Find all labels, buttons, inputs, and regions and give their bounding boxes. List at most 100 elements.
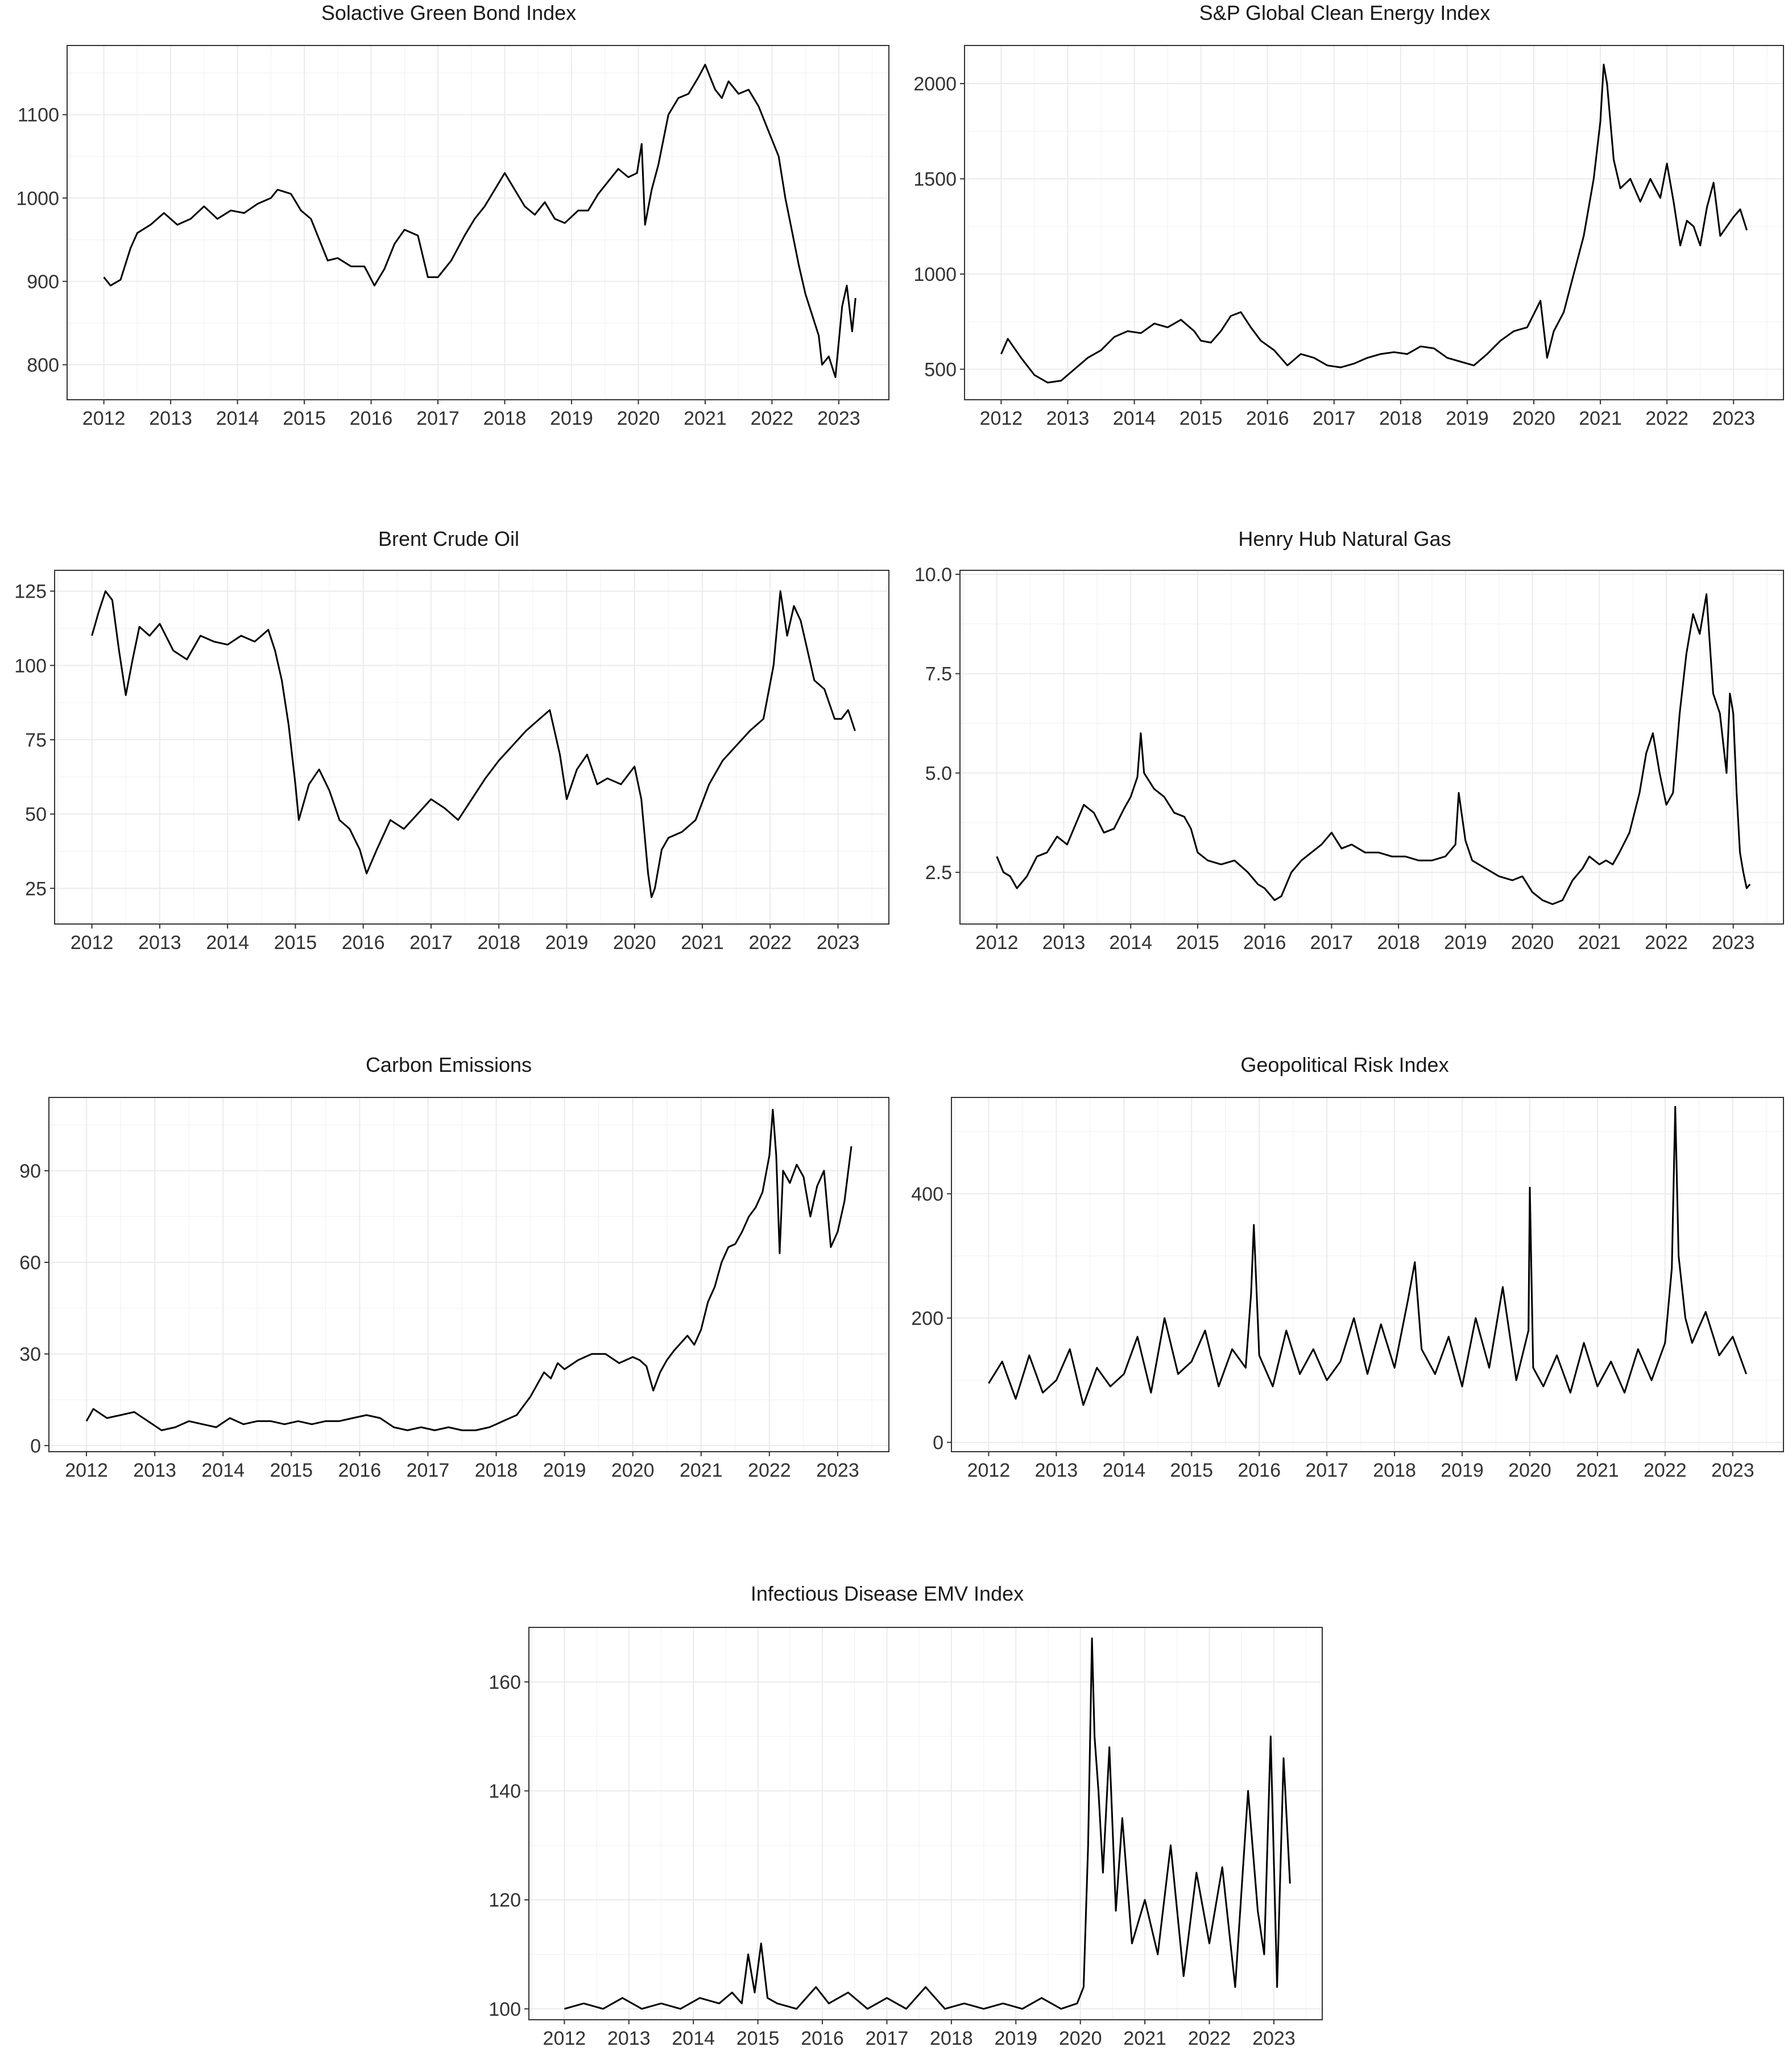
x-tick-label: 2020 — [613, 932, 656, 954]
x-tick-label: 2021 — [1123, 2028, 1166, 2049]
chart-title: Solactive Green Bond Index — [321, 1, 577, 24]
chart-panel-brent: Brent Crude Oil 2012 2013 2014 2015 2016 2017… — [0, 526, 897, 978]
x-tick-label: 2013 — [133, 1460, 176, 1481]
x-tick-label: 2023 — [1712, 932, 1755, 954]
x-tick-label: 2014 — [216, 408, 259, 429]
x-tick-label: 2023 — [1252, 2028, 1296, 2049]
x-tick-label: 2018 — [1377, 932, 1420, 954]
x-tick-label: 2022 — [751, 408, 794, 429]
y-tick-label: 200 — [911, 1308, 943, 1329]
x-tick-label: 2021 — [1578, 932, 1621, 954]
x-tick-label: 2012 — [975, 932, 1019, 954]
y-tick-label: 100 — [14, 655, 47, 677]
x-tick-label: 2020 — [617, 408, 660, 429]
y-tick-label: 800 — [27, 354, 59, 376]
x-tick-label: 2012 — [980, 408, 1023, 429]
x-tick-label: 2023 — [1711, 1460, 1754, 1481]
y-tick-label: 60 — [19, 1252, 41, 1274]
x-tick-label: 2012 — [71, 932, 114, 954]
x-tick-label: 2018 — [1379, 408, 1422, 429]
x-tick-label: 2018 — [1373, 1460, 1416, 1481]
x-tick-label: 2015 — [736, 2028, 780, 2049]
x-tick-label: 2022 — [1188, 2028, 1231, 2049]
chart-svg: 2012 2013 2014 2015 2016 2017 2018 2019 2020 2021… — [16, 45, 889, 429]
y-tick-label: 120 — [489, 1890, 521, 1911]
y-tick-label: 7.5 — [925, 664, 952, 685]
y-tick-label: 50 — [25, 804, 47, 826]
x-tick-label: 2018 — [483, 408, 527, 429]
x-tick-label: 2012 — [65, 1460, 108, 1481]
x-tick-label: 2021 — [684, 408, 727, 429]
x-tick-label: 2021 — [1579, 408, 1622, 429]
series-line — [1000, 64, 1748, 384]
y-tick-label: 500 — [924, 359, 957, 380]
series-line — [103, 64, 856, 378]
x-tick-label: 2022 — [748, 932, 792, 954]
x-tick-label: 2019 — [1446, 408, 1489, 429]
y-tick-label: 30 — [19, 1344, 41, 1365]
x-tick-label: 2017 — [416, 408, 460, 429]
x-tick-label: 2018 — [930, 2028, 973, 2049]
x-tick-label: 2015 — [1180, 408, 1223, 429]
chart-svg: 2012 2013 2014 2015 2016 2017 2018 2019 2020 2021… — [911, 1097, 1784, 1481]
chart-panel-green-bond: Solactive Green Bond Index 2012 2013 2014 2… — [0, 0, 897, 452]
plot-frame — [67, 45, 889, 400]
x-tick-label: 2013 — [1046, 408, 1090, 429]
series-line — [996, 593, 1751, 905]
x-tick-label: 2020 — [611, 1460, 655, 1481]
chart-title: Brent Crude Oil — [378, 527, 520, 550]
x-tick-label: 2017 — [1310, 932, 1354, 954]
y-tick-label: 0 — [30, 1435, 41, 1457]
y-tick-label: 160 — [489, 1672, 521, 1693]
x-tick-label: 2019 — [543, 1460, 586, 1481]
x-tick-label: 2013 — [1042, 932, 1086, 954]
x-tick-label: 2016 — [1246, 408, 1289, 429]
series-line — [988, 1105, 1748, 1406]
y-tick-label: 75 — [25, 730, 47, 751]
x-tick-label: 2021 — [1576, 1460, 1619, 1481]
chart-panel-carbon: Carbon Emissions 2012 2013 2014 2015 2016 201… — [0, 1052, 897, 1507]
x-tick-label: 2014 — [1109, 932, 1152, 954]
x-tick-label: 2020 — [1059, 2028, 1102, 2049]
x-tick-label: 2022 — [1645, 408, 1688, 429]
chart-title: Infectious Disease EMV Index — [750, 1582, 1024, 1605]
chart-panel-geopolitical-risk: Geopolitical Risk Index 2012 2013 2014 2015… — [897, 1052, 1792, 1507]
x-tick-label: 2022 — [1644, 1460, 1687, 1481]
x-tick-label: 2016 — [1238, 1460, 1281, 1481]
x-tick-label: 2017 — [409, 932, 453, 954]
x-tick-label: 2019 — [994, 2028, 1037, 2049]
x-tick-label: 2022 — [1645, 932, 1688, 954]
plot-frame — [528, 1627, 1323, 2020]
y-tick-label: 125 — [14, 581, 47, 603]
chart-svg: 2012 2013 2014 2015 2016 2017 2018 2019 2020 2021… — [19, 1097, 889, 1481]
y-tick-label: 900 — [27, 271, 59, 293]
x-tick-label: 2013 — [149, 408, 192, 429]
y-tick-label: 2.5 — [925, 862, 952, 884]
x-tick-label: 2014 — [206, 932, 249, 954]
x-tick-label: 2019 — [545, 932, 589, 954]
x-tick-label: 2016 — [350, 408, 393, 429]
chart-panel-infectious-disease: Infectious Disease EMV Index 2012 2013 201… — [444, 1581, 1331, 2055]
chart-title: S&P Global Clean Energy Index — [1199, 1, 1491, 24]
plot-frame — [959, 570, 1784, 925]
series-line — [564, 1637, 1291, 2010]
x-tick-label: 2013 — [138, 932, 181, 954]
x-tick-label: 2012 — [82, 408, 126, 429]
x-tick-label: 2016 — [342, 932, 385, 954]
x-tick-label: 2019 — [1441, 1460, 1484, 1481]
y-tick-label: 25 — [25, 878, 47, 900]
x-tick-label: 2013 — [1035, 1460, 1078, 1481]
x-tick-label: 2017 — [407, 1460, 450, 1481]
x-tick-label: 2015 — [274, 932, 317, 954]
chart-title: Carbon Emissions — [365, 1053, 532, 1076]
series-line — [91, 590, 856, 898]
chart-svg: 2012 2013 2014 2015 2016 2017 2018 2019 2020 2021… — [914, 564, 1784, 954]
y-tick-label: 1100 — [18, 105, 59, 126]
x-tick-label: 2012 — [967, 1460, 1011, 1481]
x-tick-label: 2019 — [1444, 932, 1487, 954]
y-tick-label: 400 — [911, 1183, 943, 1205]
plot-frame — [964, 45, 1784, 400]
y-tick-label: 2000 — [913, 73, 957, 95]
chart-panel-clean-energy: S&P Global Clean Energy Index 2012 2013 20… — [897, 0, 1792, 452]
x-tick-label: 2015 — [283, 408, 326, 429]
